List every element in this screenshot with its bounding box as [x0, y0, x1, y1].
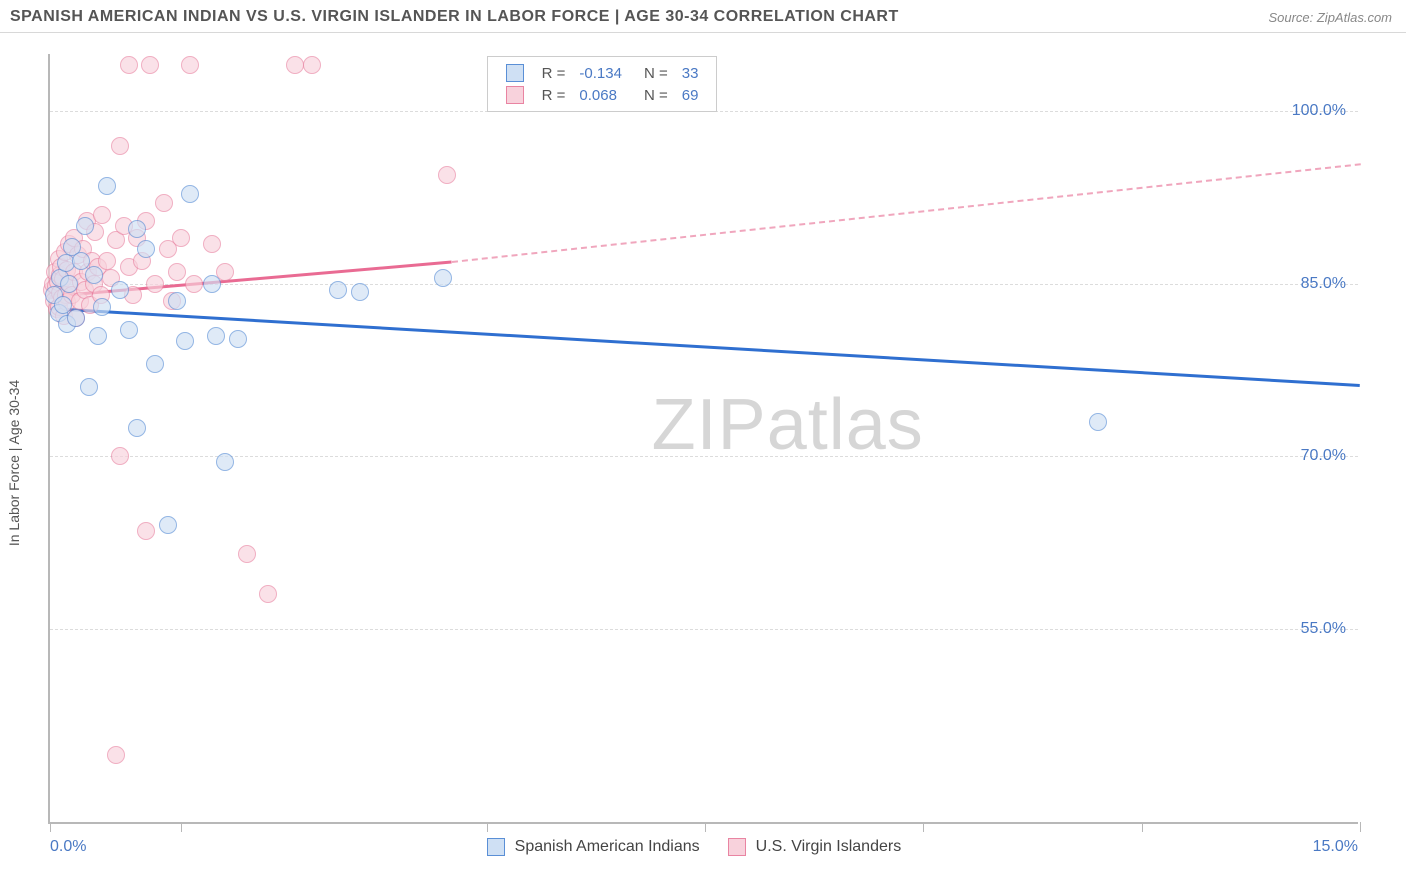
- chart-title: SPANISH AMERICAN INDIAN VS U.S. VIRGIN I…: [10, 8, 899, 26]
- legend-n-label: N =: [630, 85, 674, 105]
- scatter-point: [107, 746, 125, 764]
- scatter-point: [438, 166, 456, 184]
- scatter-point: [181, 56, 199, 74]
- legend-n-label: N =: [630, 63, 674, 83]
- legend-item: U.S. Virgin Islanders: [728, 838, 902, 856]
- scatter-point: [185, 275, 203, 293]
- scatter-point: [181, 185, 199, 203]
- scatter-point: [286, 56, 304, 74]
- scatter-point: [111, 281, 129, 299]
- x-tick-label-right: 15.0%: [1313, 838, 1358, 856]
- gridline: [50, 629, 1358, 630]
- scatter-point: [137, 522, 155, 540]
- x-tick: [181, 822, 182, 832]
- scatter-point: [303, 56, 321, 74]
- y-tick-label: 55.0%: [1301, 620, 1346, 638]
- legend-label: Spanish American Indians: [515, 838, 700, 856]
- scatter-point: [128, 419, 146, 437]
- scatter-point: [238, 545, 256, 563]
- scatter-point: [60, 275, 78, 293]
- scatter-point: [159, 516, 177, 534]
- scatter-point: [120, 56, 138, 74]
- scatter-point: [141, 56, 159, 74]
- scatter-point: [111, 137, 129, 155]
- watermark-thin: atlas: [767, 385, 924, 465]
- legend-swatch: [728, 838, 746, 856]
- scatter-point: [98, 177, 116, 195]
- scatter-point: [89, 327, 107, 345]
- scatter-point: [229, 330, 247, 348]
- legend-item: Spanish American Indians: [487, 838, 700, 856]
- scatter-point: [259, 585, 277, 603]
- scatter-point: [329, 281, 347, 299]
- scatter-point: [168, 292, 186, 310]
- scatter-point: [216, 453, 234, 471]
- x-tick: [923, 822, 924, 832]
- scatter-point: [146, 275, 164, 293]
- legend-n-value: 33: [676, 63, 705, 83]
- gridline: [50, 284, 1358, 285]
- scatter-point: [1089, 413, 1107, 431]
- scatter-point: [80, 378, 98, 396]
- legend-n-value: 69: [676, 85, 705, 105]
- source-label: Source: ZipAtlas.com: [1268, 10, 1392, 25]
- y-axis-label: In Labor Force | Age 30-34: [6, 380, 22, 546]
- chart-area: In Labor Force | Age 30-34 ZIPatlas 55.0…: [0, 34, 1406, 892]
- x-tick: [1360, 822, 1361, 832]
- scatter-point: [93, 298, 111, 316]
- legend-r-label: R =: [536, 85, 572, 105]
- scatter-point: [155, 194, 173, 212]
- scatter-point: [146, 355, 164, 373]
- legend-swatch: [506, 64, 524, 82]
- x-tick-label-left: 0.0%: [50, 838, 86, 856]
- header-bar: SPANISH AMERICAN INDIAN VS U.S. VIRGIN I…: [0, 0, 1406, 33]
- legend-r-label: R =: [536, 63, 572, 83]
- gridline: [50, 456, 1358, 457]
- trend-line: [50, 307, 1360, 387]
- series-legend: Spanish American Indians U.S. Virgin Isla…: [487, 838, 902, 856]
- scatter-point: [111, 447, 129, 465]
- scatter-point: [76, 217, 94, 235]
- watermark: ZIPatlas: [652, 384, 924, 466]
- scatter-point: [172, 229, 190, 247]
- y-tick-label: 85.0%: [1301, 275, 1346, 293]
- legend-swatch: [487, 838, 505, 856]
- legend-r-value: 0.068: [573, 85, 628, 105]
- scatter-point: [128, 220, 146, 238]
- x-tick: [705, 822, 706, 832]
- scatter-point: [67, 309, 85, 327]
- scatter-point: [203, 235, 221, 253]
- scatter-point: [176, 332, 194, 350]
- trend-line: [452, 163, 1360, 263]
- legend-label: U.S. Virgin Islanders: [756, 838, 902, 856]
- scatter-point: [98, 252, 116, 270]
- watermark-bold: ZIP: [652, 385, 767, 465]
- x-tick: [50, 822, 51, 832]
- scatter-point: [85, 266, 103, 284]
- scatter-point: [93, 206, 111, 224]
- scatter-point: [351, 283, 369, 301]
- x-tick: [487, 822, 488, 832]
- x-tick: [1142, 822, 1143, 832]
- legend-r-value: -0.134: [573, 63, 628, 83]
- plot-area: ZIPatlas 55.0% 70.0% 85.0% 100.0% R =-0.134N…: [48, 54, 1358, 824]
- legend-swatch: [506, 86, 524, 104]
- scatter-point: [168, 263, 186, 281]
- scatter-point: [207, 327, 225, 345]
- scatter-point: [137, 240, 155, 258]
- scatter-point: [120, 321, 138, 339]
- stats-legend: R =-0.134N =33 R =0.068N =69: [487, 56, 718, 112]
- y-tick-label: 100.0%: [1292, 102, 1346, 120]
- scatter-point: [434, 269, 452, 287]
- scatter-point: [203, 275, 221, 293]
- y-tick-label: 70.0%: [1301, 447, 1346, 465]
